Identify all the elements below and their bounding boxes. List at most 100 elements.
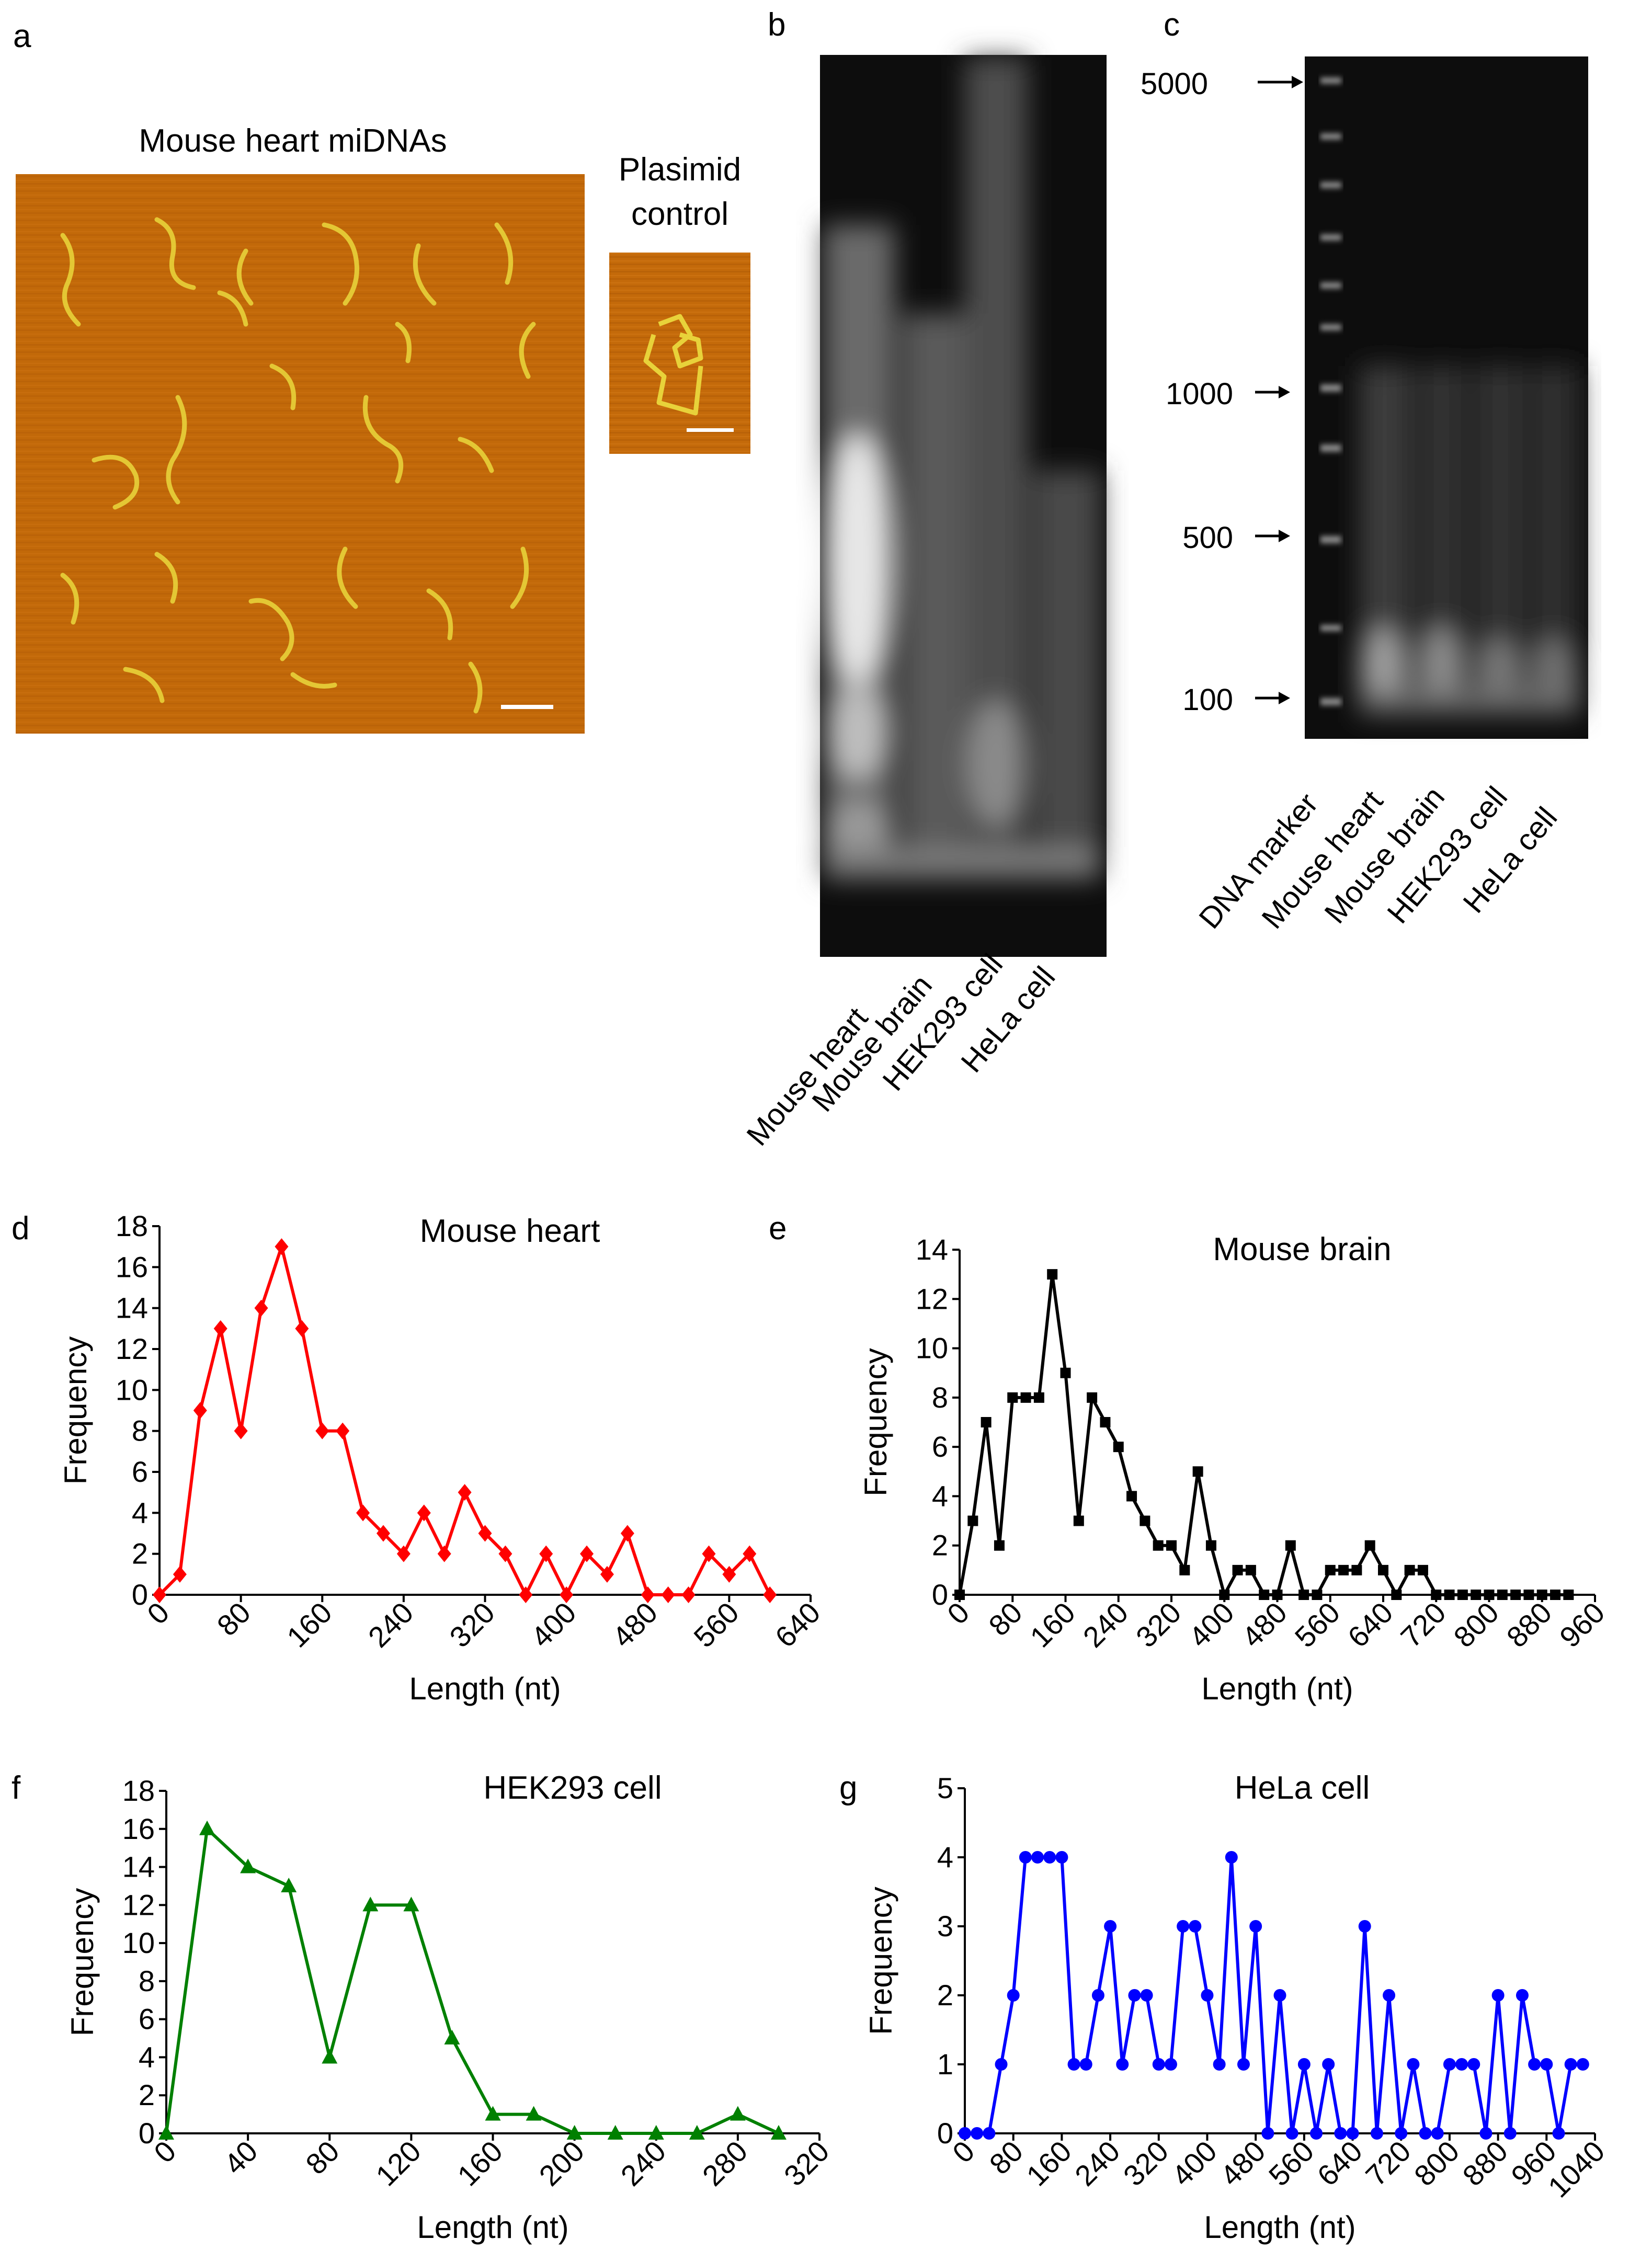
data-point [1164,2058,1177,2071]
data-point [396,1545,411,1562]
data-point [1249,1920,1262,1933]
y-axis-label: Frequency [58,1336,93,1484]
data-point [580,1545,594,1562]
x-tick-label: 800 [1447,1596,1505,1654]
x-tick-label: 720 [1359,2134,1417,2192]
data-point [362,1896,379,1912]
panel-f-letter: f [12,1770,21,1806]
data-point [1073,1515,1084,1526]
data-point [1060,1367,1071,1378]
data-point [1261,2127,1274,2140]
data-point [281,1877,297,1892]
data-point [1338,1564,1349,1575]
data-point [1020,1392,1031,1403]
data-point [1404,1564,1415,1575]
panel-g-letter: g [839,1770,857,1806]
data-point [336,1422,350,1439]
y-tick-label: 6 [932,1430,948,1463]
series-line [965,1856,1583,2135]
data-point [1113,1442,1124,1453]
data-point [681,1586,696,1603]
series-line [165,1827,780,2135]
data-point [1225,1851,1238,1864]
data-point [1259,1590,1270,1600]
data-point [153,1586,166,1603]
data-point [1322,2058,1335,2071]
data-point [254,1299,268,1317]
y-tick-label: 2 [932,1529,948,1562]
data-point [607,2125,623,2140]
data-point [437,1545,451,1562]
y-tick-label: 8 [139,1964,155,1997]
y-tick-label: 3 [937,1910,953,1943]
data-point [1378,1564,1388,1575]
x-tick-label: 320 [1117,2134,1175,2192]
data-point [193,1402,207,1419]
data-point [1346,2127,1359,2140]
series-line [158,1245,771,1596]
y-tick-label: 4 [132,1496,148,1529]
data-point [770,2125,787,2140]
data-point [322,2049,338,2064]
x-tick-label: 800 [1408,2134,1466,2192]
y-tick-label: 2 [132,1537,148,1570]
data-point [1550,1590,1561,1600]
y-axis-label: Frequency [65,1888,100,2036]
data-point [1358,1920,1371,1933]
y-tick-label: 2 [139,2078,155,2111]
y-tick-label: 14 [916,1233,948,1266]
data-point [1444,1590,1455,1600]
y-tick-label: 14 [122,1850,155,1883]
data-point [199,1820,215,1835]
data-point [240,1858,256,1873]
data-point [1219,1590,1230,1600]
ladder-label-100: 100 [1182,683,1233,717]
ladder-annotations: 5000 1000 500 100 [1141,67,1303,717]
data-point [981,1417,992,1427]
data-point [1140,1515,1150,1526]
chart-title: HEK293 cell [483,1770,662,1806]
data-point [315,1422,329,1439]
data-point [1552,2127,1565,2140]
data-point [1205,1540,1216,1551]
data-point [1153,1540,1164,1551]
panel-a-letter: a [13,18,31,54]
panel-c-letter: c [1164,7,1180,43]
data-point [971,2127,984,2140]
data-point [1067,2058,1080,2071]
ladder-label-5000: 5000 [1141,67,1208,101]
y-tick-label: 5 [937,1772,953,1804]
chart-title: HeLa cell [1235,1770,1370,1806]
data-point [1007,1392,1018,1403]
data-point [1285,1540,1296,1551]
data-point [173,1566,187,1583]
data-point [1179,1564,1190,1575]
x-tick-label: 1040 [1542,2134,1611,2204]
y-tick-label: 12 [916,1282,948,1315]
data-point [1431,2127,1444,2140]
data-point [1491,1989,1505,2002]
data-point [1033,1392,1044,1403]
y-tick-label: 16 [116,1250,148,1283]
data-point [1104,1920,1117,1933]
x-tick-label: 160 [1020,2134,1078,2192]
x-tick-label: 480 [606,1596,664,1654]
data-point [995,2058,1008,2071]
data-point [1417,1564,1428,1575]
data-point [1007,1989,1020,2002]
gel-image-b [820,55,1107,957]
x-tick-label: 560 [1262,2134,1320,2192]
data-point [1245,1564,1256,1575]
inset-title-1: Plasimid [619,152,741,188]
x-tick-label: 80 [982,1596,1029,1642]
data-point [648,2125,664,2140]
chart-title: Mouse brain [1213,1231,1391,1267]
x-axis-label: Length (nt) [1201,1671,1353,1706]
x-tick-label: 480 [1235,1596,1293,1654]
gel-image-c [1305,56,1588,739]
data-point [1116,2058,1129,2071]
